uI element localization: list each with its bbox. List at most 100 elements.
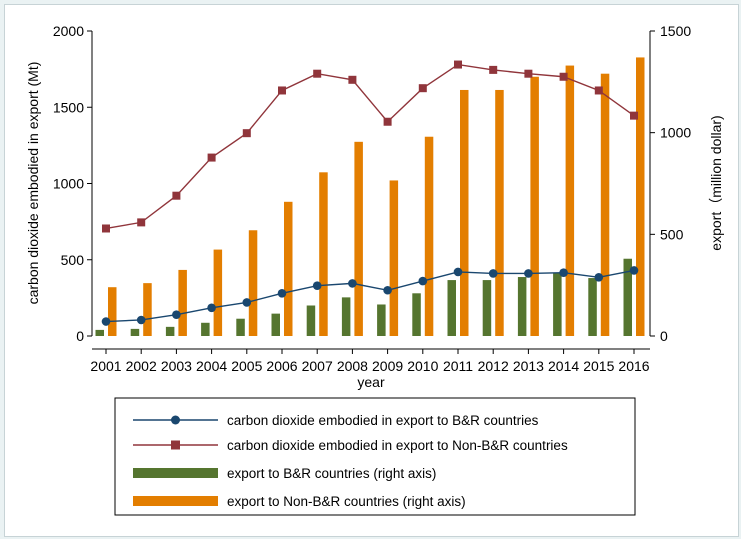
legend: carbon dioxide embodied in export to B&R… [133, 413, 568, 509]
bar-br-export [588, 278, 597, 336]
bar-nonbr-export [565, 65, 575, 337]
bar-nonbr-export [284, 201, 293, 336]
bar-nonbr-export [178, 269, 187, 336]
point-nonbr-co2 [524, 69, 533, 78]
lines-layer [101, 60, 639, 326]
point-nonbr-co2 [348, 75, 357, 84]
point-nonbr-co2 [137, 218, 146, 227]
point-nonbr-co2 [383, 117, 392, 126]
bar-nonbr-export [495, 89, 504, 336]
x-tick-label: 2013 [513, 358, 544, 374]
legend-bar-swatch [133, 496, 218, 506]
bar-br-export [306, 305, 316, 336]
right-tick-label: 1000 [660, 125, 691, 141]
bar-br-export [447, 280, 456, 336]
bar-br-export [412, 293, 421, 336]
line-br-co2 [105, 269, 635, 323]
bar-br-export [95, 329, 104, 336]
point-nonbr-co2 [102, 224, 110, 233]
bar-br-export [165, 326, 175, 336]
point-br-co2 [312, 281, 322, 290]
bar-br-export [201, 322, 210, 336]
point-nonbr-co2 [207, 153, 216, 162]
left-y-axis-title: carbon dioxide embodied in export (Mt) [25, 62, 41, 305]
x-tick-label: 2010 [407, 358, 438, 374]
legend-marker [171, 415, 180, 425]
point-br-co2 [383, 285, 392, 295]
bar-nonbr-export [389, 180, 399, 336]
bar-br-export [553, 272, 562, 336]
bar-br-export [623, 258, 632, 336]
point-nonbr-co2 [489, 65, 498, 74]
point-br-co2 [277, 289, 287, 298]
point-nonbr-co2 [313, 69, 322, 78]
bar-nonbr-export [213, 249, 223, 336]
point-br-co2 [594, 272, 604, 282]
bar-nonbr-export [354, 141, 363, 336]
point-nonbr-co2 [630, 111, 638, 120]
right-tick-label: 1500 [660, 23, 691, 39]
point-nonbr-co2 [418, 84, 427, 93]
x-tick-label: 2008 [337, 358, 368, 374]
bar-nonbr-export [600, 73, 610, 336]
point-nonbr-co2 [172, 191, 181, 200]
bar-br-export [341, 297, 351, 336]
point-br-co2 [488, 269, 498, 278]
legend-label: export to B&R countries (right axis) [227, 466, 436, 481]
point-br-co2 [559, 268, 568, 278]
point-br-co2 [629, 266, 639, 275]
right-ticks: 0 500 1000 1500 [650, 23, 691, 344]
point-br-co2 [207, 303, 216, 313]
x-tick-label: 2006 [266, 358, 297, 374]
x-tick-label: 2016 [618, 358, 649, 374]
bar-nonbr-export [530, 76, 539, 336]
bars-layer [95, 57, 645, 337]
x-tick-label: 2015 [583, 358, 614, 374]
bar-nonbr-export [319, 172, 328, 336]
point-nonbr-co2 [559, 72, 568, 81]
chart-frame: 0 500 1000 1500 2000 0 500 1000 1500 2001 2002 20… [4, 4, 739, 537]
point-br-co2 [453, 267, 463, 277]
point-nonbr-co2 [594, 86, 603, 95]
bar-br-export [130, 328, 140, 336]
legend-label: export to Non-B&R countries (right axis) [227, 494, 466, 509]
bar-nonbr-export [424, 136, 434, 336]
legend-label: carbon dioxide embodied in export to B&R… [227, 413, 539, 428]
left-tick-label: 500 [61, 252, 85, 268]
x-tick-label: 2011 [443, 358, 473, 374]
x-tick-label: 2005 [231, 358, 262, 374]
right-tick-label: 500 [660, 226, 684, 242]
x-tick-label: 2012 [478, 358, 509, 374]
bar-br-export [236, 318, 245, 336]
point-nonbr-co2 [242, 129, 251, 138]
bar-nonbr-export [108, 287, 117, 336]
bar-br-export [271, 313, 280, 336]
bar-br-export [517, 277, 527, 336]
x-axis-title: year [357, 374, 385, 390]
legend-bar-swatch [133, 468, 218, 478]
point-br-co2 [172, 310, 181, 319]
x-ticks: 2001 2002 2003 2004 2005 2006 2007 2008 2009 2010… [90, 349, 650, 374]
point-br-co2 [418, 276, 428, 286]
point-br-co2 [136, 315, 146, 325]
right-tick-label: 0 [660, 328, 668, 344]
x-tick-label: 2004 [196, 358, 227, 374]
point-br-co2 [101, 317, 111, 326]
bar-nonbr-export [143, 283, 152, 336]
point-br-co2 [524, 269, 533, 278]
left-ticks: 0 500 1000 1500 2000 [53, 23, 92, 344]
bar-nonbr-export [248, 230, 258, 336]
line-nonbr-co2 [105, 63, 635, 230]
left-tick-label: 2000 [53, 23, 84, 39]
bar-nonbr-export [460, 89, 469, 336]
left-tick-label: 1500 [53, 99, 84, 115]
bar-br-export [377, 304, 386, 336]
x-tick-label: 2001 [90, 358, 121, 374]
legend-box [114, 397, 636, 516]
x-tick-label: 2007 [302, 358, 333, 374]
right-y-axis-title: export（million dollar) [708, 115, 724, 250]
bar-nonbr-export [636, 57, 645, 336]
point-br-co2 [242, 298, 252, 307]
point-br-co2 [348, 279, 357, 288]
